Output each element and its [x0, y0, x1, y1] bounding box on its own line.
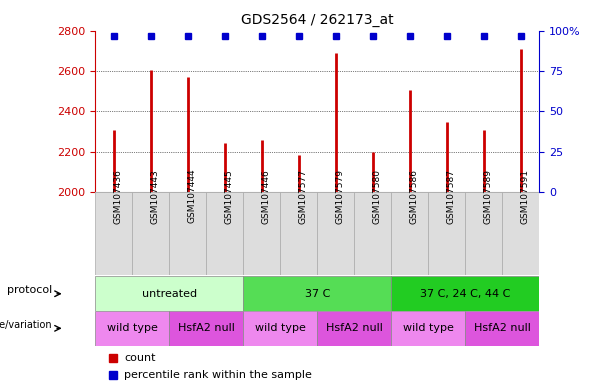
Bar — [465, 192, 503, 275]
Bar — [280, 192, 318, 275]
Bar — [95, 192, 132, 275]
Text: percentile rank within the sample: percentile rank within the sample — [124, 370, 312, 380]
Title: GDS2564 / 262173_at: GDS2564 / 262173_at — [241, 13, 394, 27]
Bar — [132, 192, 169, 275]
Bar — [169, 311, 243, 346]
Bar — [503, 192, 539, 275]
Bar — [318, 311, 391, 346]
Text: GSM107444: GSM107444 — [188, 169, 197, 223]
Text: GSM107587: GSM107587 — [447, 169, 456, 223]
Bar — [243, 311, 318, 346]
Bar — [243, 192, 280, 275]
Text: genotype/variation: genotype/variation — [0, 320, 52, 330]
Text: GSM107436: GSM107436 — [113, 169, 123, 223]
Text: count: count — [124, 353, 156, 364]
Bar — [95, 276, 243, 311]
Text: wild type: wild type — [255, 323, 306, 333]
Bar — [318, 192, 354, 275]
Text: GSM107580: GSM107580 — [373, 169, 382, 223]
Text: HsfA2 null: HsfA2 null — [178, 323, 235, 333]
Bar — [465, 311, 539, 346]
Bar — [206, 192, 243, 275]
Bar — [391, 192, 428, 275]
Text: wild type: wild type — [107, 323, 158, 333]
Text: GSM107446: GSM107446 — [262, 169, 271, 223]
Text: HsfA2 null: HsfA2 null — [326, 323, 383, 333]
Text: protocol: protocol — [7, 285, 52, 295]
Bar — [169, 192, 206, 275]
Text: untreated: untreated — [142, 289, 197, 299]
Bar — [428, 192, 465, 275]
Text: 37 C: 37 C — [305, 289, 330, 299]
Text: GSM107591: GSM107591 — [521, 169, 530, 223]
Text: GSM107579: GSM107579 — [336, 169, 345, 223]
Text: HsfA2 null: HsfA2 null — [474, 323, 531, 333]
Text: GSM107589: GSM107589 — [484, 169, 493, 223]
Text: wild type: wild type — [403, 323, 454, 333]
Bar — [391, 311, 465, 346]
Bar — [95, 311, 169, 346]
Bar — [354, 192, 391, 275]
Text: GSM107577: GSM107577 — [299, 169, 308, 223]
Bar — [391, 276, 539, 311]
Text: GSM107586: GSM107586 — [410, 169, 419, 223]
Text: GSM107443: GSM107443 — [151, 169, 159, 223]
Bar — [243, 276, 391, 311]
Text: 37 C, 24 C, 44 C: 37 C, 24 C, 44 C — [420, 289, 511, 299]
Text: GSM107445: GSM107445 — [224, 169, 234, 223]
